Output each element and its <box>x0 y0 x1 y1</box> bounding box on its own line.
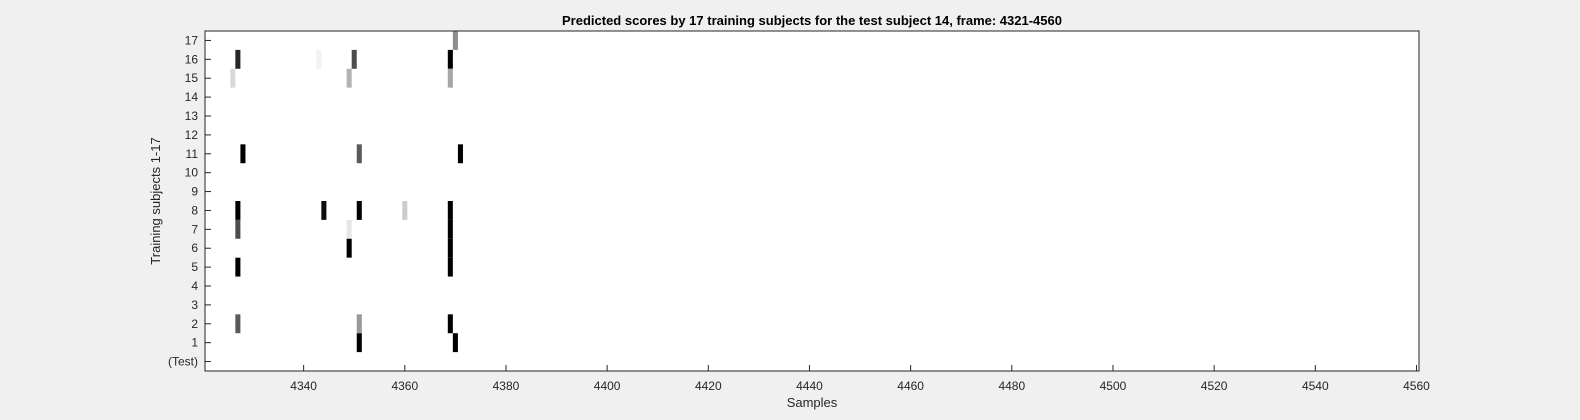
y-tick-label: 16 <box>185 52 199 66</box>
y-tick-label: 12 <box>185 128 199 142</box>
x-tick-label: 4480 <box>998 379 1025 393</box>
y-tick-label: 17 <box>185 33 199 47</box>
y-tick-label: 1 <box>191 336 198 350</box>
x-tick-label: 4400 <box>594 379 621 393</box>
y-tick-label: 3 <box>191 298 198 312</box>
heatmap-cell <box>356 201 362 220</box>
heatmap-cell <box>346 68 352 88</box>
x-tick-label: 4500 <box>1100 379 1127 393</box>
x-tick-label: 4520 <box>1201 379 1228 393</box>
y-tick-label: 10 <box>185 166 199 180</box>
heatmap-cell <box>235 314 241 334</box>
heatmap-cell <box>346 238 352 258</box>
x-tick-label: 4440 <box>796 379 823 393</box>
heatmap-cell <box>452 333 458 353</box>
heatmap-cell <box>230 68 236 88</box>
x-tick-label: 4540 <box>1302 379 1329 393</box>
y-tick-label: 4 <box>191 279 198 293</box>
heatmap-cell <box>321 201 327 220</box>
y-tick-label: 15 <box>185 71 199 85</box>
y-tick-label: 5 <box>191 260 198 274</box>
x-axis-ticks: 4340 4360 4380 4400 4420 4440 4460 4480 4500 4520… <box>290 365 1430 393</box>
heatmap-cell <box>351 49 357 69</box>
heatmap-cell <box>447 49 453 69</box>
plot-frame <box>204 30 1420 372</box>
y-tick-label: 14 <box>185 90 199 104</box>
y-tick-label: 2 <box>191 317 198 331</box>
heatmap-cell <box>235 201 241 220</box>
x-tick-label: 4340 <box>290 379 317 393</box>
heatmap-cell <box>447 219 453 239</box>
heatmap-cell <box>402 201 408 220</box>
heatmap-cell <box>356 144 362 164</box>
heatmap-cell <box>235 219 241 239</box>
y-tick-label: 13 <box>185 109 199 123</box>
heatmap-cell <box>356 333 362 353</box>
heatmap-cell <box>235 257 241 277</box>
chart-title: Predicted scores by 17 training subjects… <box>562 13 1062 28</box>
x-tick-label: 4560 <box>1403 379 1430 393</box>
x-axis-label: Samples <box>787 395 838 410</box>
heatmap-cell <box>356 314 362 334</box>
y-tick-label: 7 <box>191 222 198 236</box>
x-tick-label: 4460 <box>897 379 924 393</box>
heatmap-cell <box>447 314 453 334</box>
heatmap-cell <box>447 68 453 88</box>
heatmap-cell <box>452 31 458 50</box>
plot-area <box>205 31 1419 371</box>
x-tick-label: 4380 <box>493 379 520 393</box>
y-tick-label: 11 <box>186 147 199 161</box>
heatmap-cell <box>316 49 322 69</box>
heatmap-cell <box>447 201 453 220</box>
heatmap-cell <box>235 49 241 69</box>
x-tick-label: 4420 <box>695 379 722 393</box>
x-tick-label: 4360 <box>391 379 418 393</box>
heatmap-cell <box>447 238 453 258</box>
y-tick-label: 8 <box>191 203 198 217</box>
heatmap-cell <box>346 219 352 239</box>
y-tick-label: (Test) <box>168 355 198 369</box>
y-axis-label: Training subjects 1-17 <box>148 137 163 264</box>
heatmap-cell <box>240 144 246 164</box>
y-tick-label: 6 <box>191 241 198 255</box>
y-tick-label: 9 <box>191 185 198 199</box>
heatmap-cells <box>230 31 463 353</box>
heatmap-cell <box>447 257 453 277</box>
heatmap-cell <box>457 144 463 164</box>
